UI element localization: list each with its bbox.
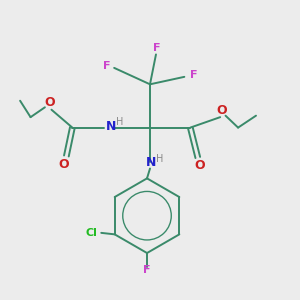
Text: O: O: [59, 158, 69, 171]
Text: H: H: [156, 154, 163, 164]
Text: F: F: [103, 61, 110, 71]
Text: O: O: [45, 96, 55, 109]
Text: O: O: [216, 104, 227, 117]
Text: N: N: [106, 120, 116, 133]
Text: Cl: Cl: [85, 228, 97, 238]
Text: O: O: [194, 159, 205, 172]
Text: F: F: [190, 70, 198, 80]
Text: F: F: [143, 265, 151, 275]
Text: H: H: [116, 117, 123, 127]
Text: N: N: [146, 156, 157, 169]
Text: F: F: [153, 43, 160, 53]
